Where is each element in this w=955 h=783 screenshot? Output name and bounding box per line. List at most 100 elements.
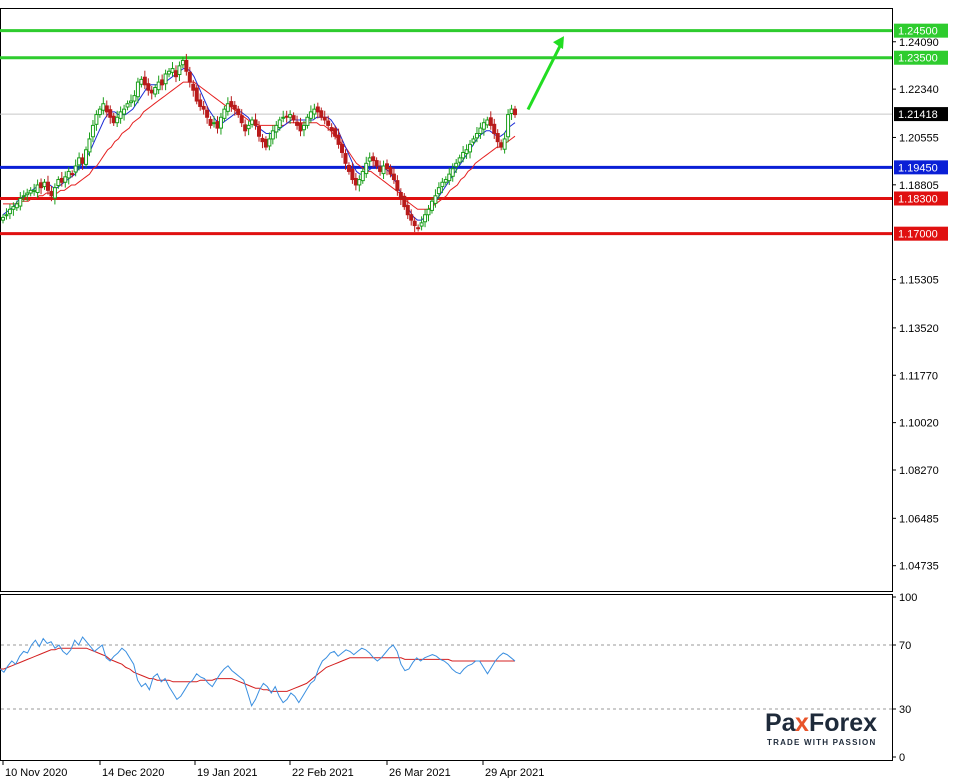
candle-body bbox=[32, 189, 37, 192]
candle-body bbox=[205, 109, 210, 118]
candle-body bbox=[391, 173, 396, 181]
candle-body bbox=[378, 166, 383, 172]
candle-body bbox=[381, 165, 386, 175]
time-axis: 10 Nov 2020 14 Dec 2020 19 Jan 2021 22 Feb … bbox=[2, 761, 544, 779]
osc-tick-label: 30 bbox=[899, 704, 911, 716]
candle-body bbox=[250, 119, 255, 125]
candle-body bbox=[450, 168, 455, 177]
candle-body bbox=[447, 173, 452, 182]
candle-body bbox=[232, 104, 237, 110]
candle-body bbox=[156, 81, 161, 91]
candle-body bbox=[257, 125, 261, 137]
price-tick-label: 1.06485 bbox=[899, 513, 939, 525]
level-tag-4-bg bbox=[894, 226, 948, 241]
candle-body bbox=[142, 76, 147, 86]
price-tick-label: 1.20555 bbox=[899, 132, 939, 144]
candle-body bbox=[461, 151, 466, 159]
candle-body bbox=[436, 187, 441, 195]
candle-body bbox=[80, 157, 85, 164]
candle-body bbox=[405, 205, 410, 216]
time-tick-label: 26 Mar 2021 bbox=[389, 767, 451, 778]
candle-body bbox=[485, 119, 490, 126]
price-tags-layer: 1.24500 1.23500 1.19450 1.18300 1.17000 1.214… bbox=[894, 23, 948, 241]
main-plot-frame bbox=[0, 8, 893, 592]
candle-body bbox=[208, 118, 213, 126]
candle-body bbox=[163, 73, 168, 85]
candle-body bbox=[457, 157, 462, 163]
price-tick-label: 1.10020 bbox=[899, 418, 939, 430]
candle-body bbox=[153, 87, 158, 95]
candle-body bbox=[343, 153, 348, 164]
logo-text-pa: Pa bbox=[765, 709, 797, 737]
time-tick-label: 22 Feb 2021 bbox=[292, 767, 354, 778]
candle-body bbox=[409, 214, 414, 221]
candle-body bbox=[353, 177, 358, 186]
candle-body bbox=[87, 138, 92, 153]
candle-body bbox=[416, 227, 421, 230]
candle-body bbox=[315, 106, 320, 113]
candle-body bbox=[454, 162, 459, 168]
candle-body bbox=[443, 179, 448, 183]
time-tick-label: 10 Nov 2020 bbox=[5, 767, 67, 778]
levels-layer bbox=[0, 29, 892, 236]
candle-body bbox=[329, 127, 334, 132]
candle-body bbox=[364, 162, 369, 175]
candle-body bbox=[177, 65, 182, 76]
candle-body bbox=[63, 176, 68, 183]
candle-body bbox=[295, 121, 300, 126]
candle-body bbox=[246, 124, 251, 130]
candle-body bbox=[395, 180, 400, 191]
candle-body bbox=[398, 192, 403, 199]
candle-body bbox=[70, 173, 75, 176]
osc-fast-line bbox=[0, 636, 516, 708]
candle-body bbox=[173, 70, 178, 78]
candle-body bbox=[429, 200, 434, 211]
level-tag-0-bg bbox=[894, 23, 948, 38]
candle-body bbox=[59, 177, 64, 183]
candle-body bbox=[433, 195, 438, 204]
candle-body bbox=[267, 138, 272, 147]
candle-body bbox=[502, 138, 507, 150]
price-tick-label: 1.15305 bbox=[899, 275, 939, 287]
candle-body bbox=[11, 206, 16, 210]
candles-layer bbox=[1, 53, 517, 233]
logo-text-forex: Forex bbox=[809, 709, 877, 737]
osc-tick-label: 70 bbox=[899, 640, 911, 652]
time-tick-label: 14 Dec 2020 bbox=[102, 767, 164, 778]
time-tick-label: 29 Apr 2021 bbox=[485, 767, 544, 778]
candle-body bbox=[167, 70, 172, 75]
price-tick-label: 1.24090 bbox=[899, 37, 939, 49]
candle-body bbox=[18, 197, 23, 207]
candle-body bbox=[336, 134, 341, 145]
candle-body bbox=[481, 122, 486, 130]
candle-body bbox=[52, 187, 57, 199]
candle-body bbox=[236, 108, 241, 116]
candle-body bbox=[222, 108, 227, 119]
logo-text-x: x bbox=[795, 709, 809, 737]
candle-body bbox=[108, 109, 113, 118]
candle-body bbox=[122, 108, 127, 115]
candle-body bbox=[468, 143, 473, 153]
level-tag-3: 1.18300 bbox=[898, 193, 938, 205]
candle-body bbox=[305, 116, 310, 126]
candle-body bbox=[495, 133, 500, 143]
candle-body bbox=[281, 116, 286, 119]
candle-body bbox=[194, 87, 199, 102]
forecast-arrow-layer bbox=[526, 36, 564, 111]
candle-body bbox=[94, 114, 99, 125]
candle-body bbox=[35, 184, 40, 194]
candle-body bbox=[357, 179, 362, 186]
candle-body bbox=[201, 105, 206, 110]
candle-body bbox=[319, 110, 324, 118]
candle-body bbox=[385, 163, 389, 170]
candle-body bbox=[423, 214, 428, 223]
candle-body bbox=[308, 111, 313, 119]
candle-body bbox=[160, 79, 165, 86]
forecast-arrow-shaft bbox=[526, 41, 564, 111]
candle-body bbox=[180, 59, 185, 66]
candle-body bbox=[277, 119, 282, 129]
price-tick-label: 1.08270 bbox=[899, 465, 939, 477]
candle-body bbox=[4, 214, 9, 217]
candle-body bbox=[118, 111, 123, 119]
